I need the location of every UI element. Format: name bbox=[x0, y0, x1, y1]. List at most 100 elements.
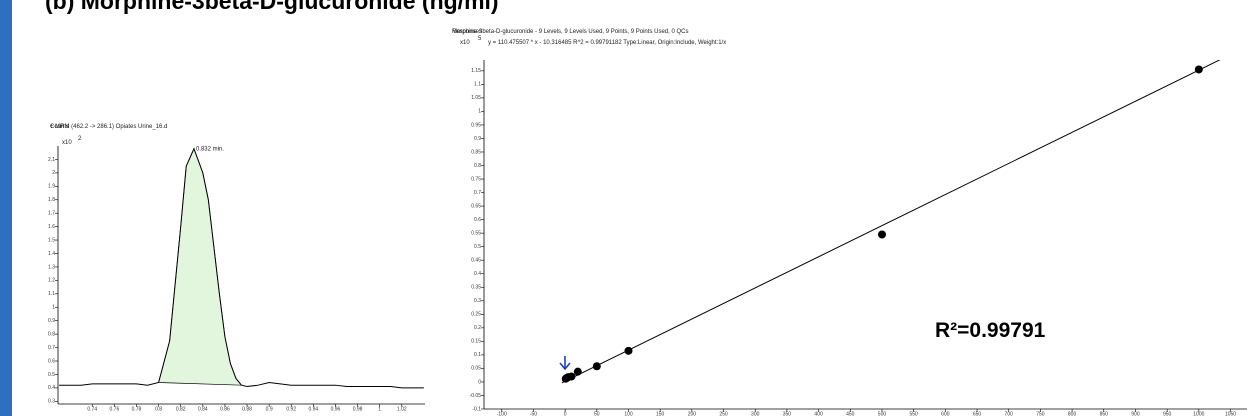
y-scale-exponent: 2 bbox=[78, 136, 82, 142]
arrow-marker bbox=[559, 356, 571, 371]
x-tick-label: 0.98 bbox=[353, 406, 363, 412]
y-tick-label: 0.1 bbox=[474, 352, 481, 358]
page-title: (b) Morphine-3beta-D-glucuronide (ng/ml) bbox=[45, 0, 499, 14]
x-tick-label: 50 bbox=[594, 411, 600, 416]
y-tick-label: 1.6 bbox=[48, 224, 55, 230]
x-tick-label: -50 bbox=[530, 411, 537, 416]
x-tick-label: 650 bbox=[973, 411, 982, 416]
r-squared-annotation: R²=0.99791 bbox=[935, 319, 1046, 342]
y-scale-label: x10 bbox=[460, 40, 470, 46]
x-tick-label: 700 bbox=[1005, 411, 1014, 416]
x-tick-label: 0.78 bbox=[132, 406, 142, 412]
y-tick-label: 0.4 bbox=[48, 385, 55, 391]
y-axis-label: Responses bbox=[452, 29, 482, 35]
y-tick-label: 0.8 bbox=[474, 163, 481, 169]
x-tick-label: 350 bbox=[783, 411, 792, 416]
y-tick-label: 1.3 bbox=[48, 264, 55, 270]
y-tick-label: 0.8 bbox=[48, 331, 55, 337]
y-tick-label: 0 bbox=[478, 379, 481, 385]
x-tick-label: 950 bbox=[1163, 411, 1172, 416]
y-tick-label: 0.4 bbox=[474, 271, 481, 277]
y-tick-label: 0.6 bbox=[48, 358, 55, 364]
y-tick-label: 0.7 bbox=[48, 345, 55, 351]
y-tick-label: 0.6 bbox=[474, 217, 481, 223]
y-scale-exponent: 5 bbox=[478, 36, 482, 42]
y-tick-label: 1.1 bbox=[474, 82, 481, 88]
y-tick-label: 0.85 bbox=[471, 149, 481, 155]
x-tick-label: 750 bbox=[1036, 411, 1045, 416]
equation: y = 110.475507 * x - 10.316485 R^2 = 0.9… bbox=[488, 40, 726, 46]
y-tick-label: 2.1 bbox=[48, 157, 55, 163]
y-tick-label: 0.05 bbox=[471, 366, 481, 372]
x-tick-label: 0.94 bbox=[308, 406, 318, 412]
y-tick-label: 1 bbox=[478, 109, 481, 115]
y-tick-label: 0.7 bbox=[474, 190, 481, 196]
x-tick-label: 200 bbox=[688, 411, 697, 416]
x-tick-label: 800 bbox=[1068, 411, 1077, 416]
y-tick-label: 0.15 bbox=[471, 339, 481, 345]
chromatogram-line bbox=[59, 147, 424, 389]
x-tick-label: 0.92 bbox=[286, 406, 296, 412]
y-tick-label: 0.3 bbox=[474, 298, 481, 304]
peak-label: 0.832 min. bbox=[196, 147, 224, 153]
y-tick-label: 2 bbox=[52, 170, 55, 176]
fit-line bbox=[561, 60, 1221, 384]
y-tick-label: 0.2 bbox=[474, 325, 481, 331]
calibration-point bbox=[573, 367, 582, 376]
y-tick-label: 1.9 bbox=[48, 184, 55, 190]
y-tick-label: 0.5 bbox=[48, 372, 55, 378]
y-tick-label: 1.05 bbox=[471, 95, 481, 101]
calibration-point bbox=[877, 230, 886, 239]
y-tick-label: 1 bbox=[52, 305, 55, 311]
y-scale-label: x10 bbox=[62, 140, 72, 146]
x-tick-label: -100 bbox=[497, 411, 507, 416]
y-tick-label: 0.9 bbox=[474, 136, 481, 142]
calibration-point bbox=[567, 372, 576, 381]
y-tick-label: 0.45 bbox=[471, 258, 481, 264]
y-tick-label: 0.9 bbox=[48, 318, 55, 324]
y-tick-label: 1.2 bbox=[48, 278, 55, 284]
x-tick-label: 1050 bbox=[1225, 411, 1236, 416]
y-tick-label: 0.5 bbox=[474, 244, 481, 250]
x-tick-label: 150 bbox=[656, 411, 665, 416]
x-tick-label: 1 bbox=[378, 406, 381, 412]
x-tick-label: 850 bbox=[1100, 411, 1109, 416]
x-tick-label: 400 bbox=[814, 411, 823, 416]
x-tick-label: 0.8 bbox=[155, 406, 162, 412]
x-tick-label: 1.02 bbox=[397, 406, 407, 412]
y-tick-label: 0.35 bbox=[471, 285, 481, 291]
y-tick-label: 0.75 bbox=[471, 176, 481, 182]
x-tick-label: 0.88 bbox=[242, 406, 252, 412]
y-tick-label: 1.7 bbox=[48, 211, 55, 217]
x-tick-label: 450 bbox=[846, 411, 855, 416]
x-tick-label: 1000 bbox=[1193, 411, 1204, 416]
calibration-point bbox=[1194, 65, 1203, 74]
x-tick-label: 100 bbox=[624, 411, 633, 416]
plot-area bbox=[561, 60, 1221, 384]
x-tick-label: 0.96 bbox=[331, 406, 341, 412]
y-tick-label: 1.5 bbox=[48, 237, 55, 243]
x-tick-label: 0.82 bbox=[176, 406, 186, 412]
x-tick-label: 550 bbox=[909, 411, 918, 416]
x-tick-label: 250 bbox=[719, 411, 728, 416]
y-tick-label: 0.25 bbox=[471, 312, 481, 318]
x-tick-label: 0.76 bbox=[110, 406, 120, 412]
side-bar bbox=[0, 0, 12, 416]
x-tick-label: 0.74 bbox=[87, 406, 97, 412]
y-tick-label: 0.55 bbox=[471, 230, 481, 236]
y-tick-label: 0.65 bbox=[471, 203, 481, 209]
y-tick-label: 1.4 bbox=[48, 251, 55, 257]
calibration-point bbox=[592, 362, 601, 371]
x-tick-label: 300 bbox=[751, 411, 760, 416]
y-tick-label: -0.05 bbox=[470, 393, 482, 399]
x-tick-label: 0.84 bbox=[198, 406, 208, 412]
y-tick-label: 1.1 bbox=[48, 291, 55, 297]
y-tick-label: -0.1 bbox=[472, 406, 481, 412]
chart-title: Morphine-3beta-D-glucuronide - 9 Levels,… bbox=[452, 29, 688, 35]
y-tick-label: 1.8 bbox=[48, 197, 55, 203]
y-tick-label: 0.95 bbox=[471, 122, 481, 128]
y-tick-label: 1.15 bbox=[471, 68, 481, 74]
x-tick-label: 600 bbox=[941, 411, 950, 416]
chart-title: + MRM (462.2 -> 286.1) Opiates Urine_16.… bbox=[50, 124, 167, 130]
